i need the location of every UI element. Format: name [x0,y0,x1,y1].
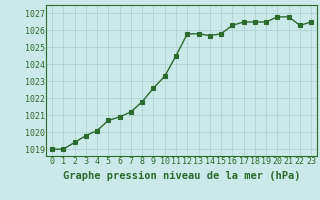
X-axis label: Graphe pression niveau de la mer (hPa): Graphe pression niveau de la mer (hPa) [63,171,300,181]
